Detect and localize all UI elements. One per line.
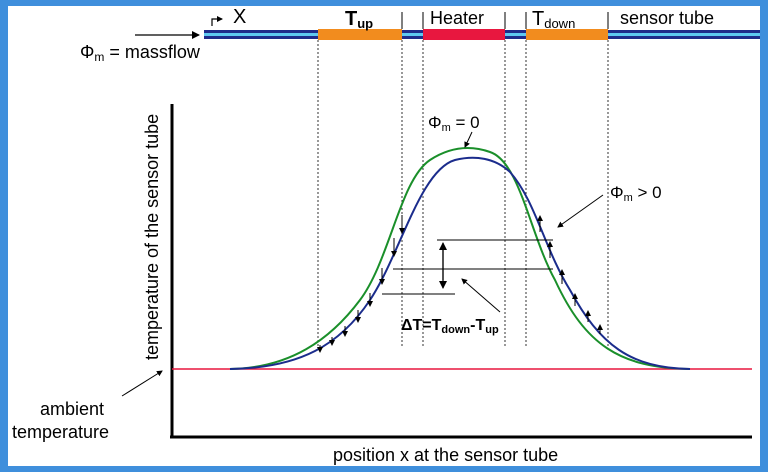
- delta-t-label: ΔT=Tdown-Tup: [401, 317, 499, 336]
- t-down-label: Tdown: [532, 8, 575, 31]
- phi-positive-label: Φm > 0: [610, 183, 662, 204]
- y-axis-title: temperature of the sensor tube: [142, 114, 162, 360]
- delta-t-guides: [382, 239, 553, 295]
- x-marker-label: X: [233, 6, 246, 28]
- sensor-tube-label: sensor tube: [620, 8, 714, 28]
- ambient-pointer: [121, 370, 163, 397]
- phi-zero-label: Φm = 0: [428, 113, 480, 134]
- segment-separators: [401, 12, 609, 29]
- delta-t-pointer: [461, 278, 501, 313]
- curve-no-flow: [229, 147, 691, 370]
- ambient-label-line1: ambient: [40, 399, 104, 419]
- massflow-label: Φm = massflow: [80, 42, 201, 64]
- x-marker-arrow: [211, 16, 223, 26]
- t-up-label: Tup: [345, 8, 373, 31]
- heater-block: [423, 29, 505, 40]
- t-up-block: [318, 29, 402, 40]
- segment-guides: [317, 40, 609, 348]
- difference-arrows: [317, 215, 603, 353]
- t-down-block: [526, 29, 608, 40]
- ambient-label-line2: temperature: [12, 422, 109, 442]
- heater-label: Heater: [430, 8, 484, 28]
- x-axis-title: position x at the sensor tube: [333, 445, 558, 465]
- phi-zero-pointer: [464, 131, 473, 148]
- phi-positive-pointer: [557, 194, 604, 228]
